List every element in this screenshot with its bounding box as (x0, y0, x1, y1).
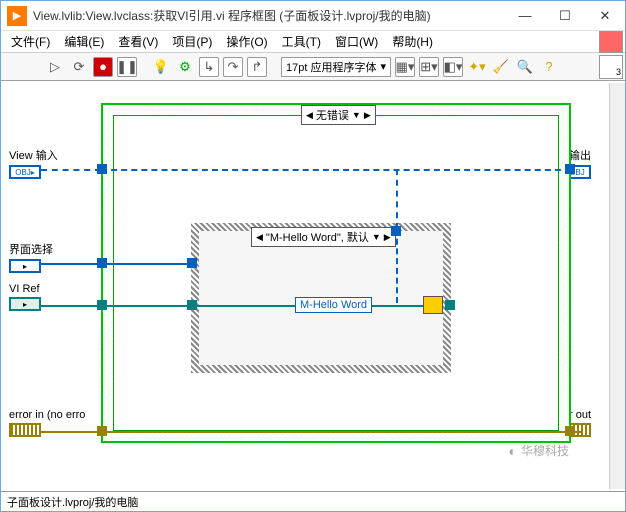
block-diagram-canvas[interactable]: View 输入 OBJ▸ 界面选择 ▸ VI Ref ▸ error in (n… (1, 83, 609, 489)
tunnel[interactable] (97, 300, 107, 310)
minimize-button[interactable]: — (505, 1, 545, 31)
menu-project[interactable]: 项目(P) (166, 31, 218, 52)
wire (41, 169, 101, 171)
window-title: View.lvlib:View.lvclass:获取VI引用.vi 程序框图 (… (33, 7, 505, 24)
tunnel[interactable] (187, 300, 197, 310)
connector-pane[interactable]: 3 (599, 55, 623, 79)
err-terminal-icon (9, 423, 41, 437)
reorder-button[interactable]: ✦▾ (467, 57, 487, 77)
abort-button[interactable]: ● (93, 57, 113, 77)
case-selector-outer[interactable]: ◀ 无错误 ▼ ▶ (301, 105, 376, 125)
run-continuous-button[interactable]: ⟳ (69, 57, 89, 77)
dropdown-icon[interactable]: ▼ (352, 110, 361, 120)
tunnel[interactable] (97, 164, 107, 174)
tunnel[interactable] (565, 164, 575, 174)
case-label: 无错误 (316, 107, 349, 123)
step-over-button[interactable]: ↷ (223, 57, 243, 77)
tunnel[interactable] (391, 226, 401, 236)
status-text: 子面板设计.lvproj/我的电脑 (7, 494, 138, 510)
sel-terminal-icon: ▸ (9, 259, 41, 273)
font-selector-label: 17pt 应用程序字体 (286, 59, 376, 75)
terminal-panel-select[interactable]: 界面选择 ▸ (9, 241, 53, 273)
vi-icon-pane[interactable] (599, 31, 623, 53)
menu-file[interactable]: 文件(F) (5, 31, 56, 52)
terminal-vi-ref[interactable]: VI Ref ▸ (9, 283, 41, 311)
run-button[interactable]: ▷ (45, 57, 65, 77)
wire (41, 263, 191, 265)
main-window: ▶ View.lvlib:View.lvclass:获取VI引用.vi 程序框图… (0, 0, 626, 512)
menu-bar: 文件(F) 编辑(E) 查看(V) 项目(P) 操作(O) 工具(T) 窗口(W… (1, 31, 625, 53)
obj-terminal-icon: OBJ▸ (9, 165, 41, 179)
menu-help[interactable]: 帮助(H) (386, 31, 439, 52)
menu-window[interactable]: 窗口(W) (329, 31, 384, 52)
dropdown-icon[interactable]: ▼ (372, 232, 381, 242)
toolbar: ▷ ⟳ ● ❚❚ 💡 ⚙ ↳ ↷ ↱ 17pt 应用程序字体 ▾ ▦▾ ⊞▾ ◧… (1, 53, 625, 81)
font-selector[interactable]: 17pt 应用程序字体 ▾ (281, 57, 391, 77)
subvi-label[interactable]: M-Hello Word (295, 297, 372, 313)
wire (396, 229, 398, 303)
next-case-icon[interactable]: ▶ (384, 232, 391, 243)
close-button[interactable]: ✕ (585, 1, 625, 31)
resize-button[interactable]: ◧▾ (443, 57, 463, 77)
terminal-label: VI Ref (9, 283, 40, 295)
retain-wire-button[interactable]: ⚙ (175, 57, 195, 77)
ref-terminal-icon: ▸ (9, 297, 41, 311)
menu-tools[interactable]: 工具(T) (276, 31, 327, 52)
prev-case-icon[interactable]: ◀ (256, 232, 263, 243)
terminal-view-in[interactable]: View 输入 OBJ▸ (9, 147, 58, 179)
prev-case-icon[interactable]: ◀ (306, 110, 313, 121)
subvi-text: M-Hello Word (300, 299, 367, 311)
tunnel[interactable] (565, 426, 575, 436)
terminal-label: View 输入 (9, 147, 58, 163)
distribute-button[interactable]: ⊞▾ (419, 57, 439, 77)
menu-operate[interactable]: 操作(O) (220, 31, 273, 52)
title-bar: ▶ View.lvlib:View.lvclass:获取VI引用.vi 程序框图… (1, 1, 625, 31)
terminal-label: error in (no erro (9, 409, 85, 421)
highlight-button[interactable]: 💡 (151, 57, 171, 77)
menu-edit[interactable]: 编辑(E) (58, 31, 110, 52)
case-selector-inner[interactable]: ◀ "M-Hello Word", 默认 ▼ ▶ (251, 227, 396, 247)
cleanup-button[interactable]: 🧹 (491, 57, 511, 77)
search-button[interactable]: 🔍 (515, 57, 535, 77)
menu-view[interactable]: 查看(V) (112, 31, 164, 52)
align-button[interactable]: ▦▾ (395, 57, 415, 77)
wire (101, 169, 571, 171)
subvi-icon[interactable] (423, 296, 443, 314)
wire (41, 431, 581, 433)
terminal-label: 界面选择 (9, 241, 53, 257)
step-into-button[interactable]: ↳ (199, 57, 219, 77)
tunnel[interactable] (97, 258, 107, 268)
step-out-button[interactable]: ↱ (247, 57, 267, 77)
pause-button[interactable]: ❚❚ (117, 57, 137, 77)
tunnel[interactable] (445, 300, 455, 310)
tunnel[interactable] (187, 258, 197, 268)
maximize-button[interactable]: ☐ (545, 1, 585, 31)
wire (396, 169, 398, 229)
help-button[interactable]: ? (539, 57, 559, 77)
next-case-icon[interactable]: ▶ (364, 110, 371, 121)
conn-value: 3 (616, 67, 621, 77)
tunnel[interactable] (97, 426, 107, 436)
status-bar: 子面板设计.lvproj/我的电脑 (1, 491, 625, 511)
watermark: ◐ 华穆科技 (509, 442, 569, 459)
case-label: "M-Hello Word", 默认 (266, 229, 369, 245)
vertical-scrollbar[interactable] (609, 83, 625, 489)
app-icon: ▶ (7, 6, 27, 26)
watermark-text: 华穆科技 (521, 442, 569, 459)
